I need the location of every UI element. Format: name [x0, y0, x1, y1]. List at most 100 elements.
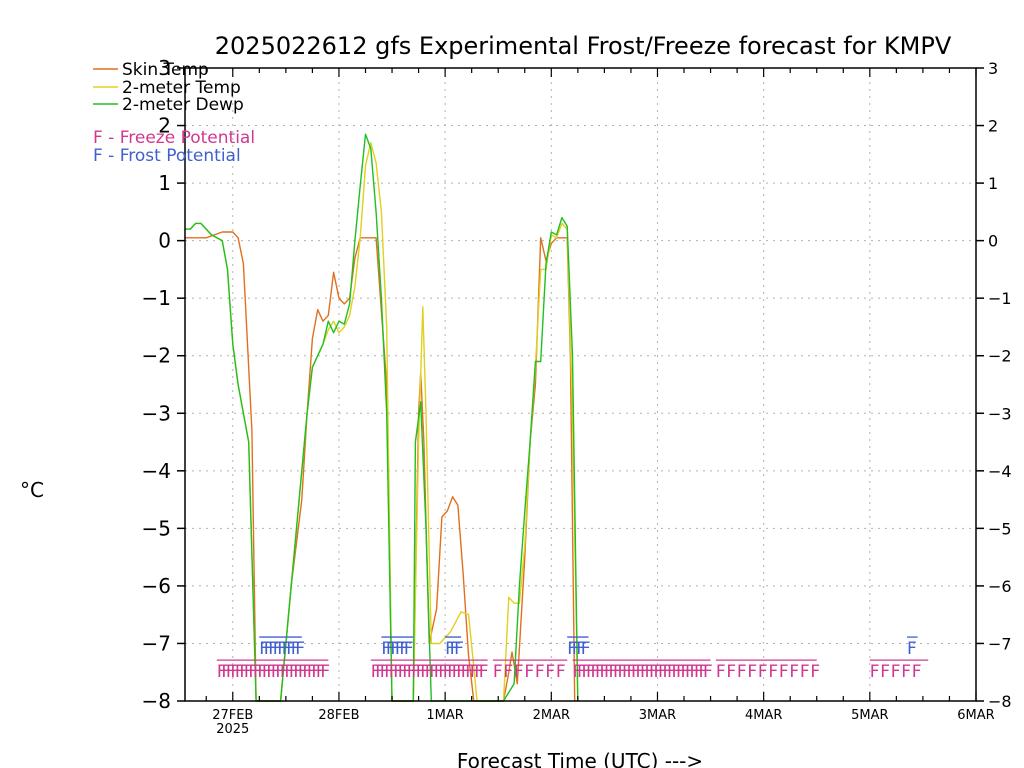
potential-marker: F	[609, 662, 619, 682]
potential-marker: F	[293, 662, 303, 682]
potential-marker: F	[273, 639, 283, 659]
potential-marker: F	[407, 662, 417, 682]
legend-label: 2-meter Temp	[122, 78, 241, 98]
potential-marker: F	[226, 662, 236, 682]
y-tick-label-right: −8	[988, 692, 1012, 711]
x-tick-label: 1MAR	[426, 708, 463, 723]
potential-marker: F	[470, 662, 480, 682]
y-tick-label-right: −3	[988, 404, 1012, 423]
potential-marker: F	[622, 662, 632, 682]
plot-frame	[184, 67, 977, 702]
x-tick-label: 2MAR	[533, 708, 570, 723]
legend-label: F - Frost Potential	[93, 146, 241, 166]
potential-marker: F	[465, 662, 475, 682]
potential-marker: F	[600, 662, 610, 682]
potential-marker: F	[311, 662, 321, 682]
y-tick-label-left: −4	[142, 459, 171, 483]
potential-marker: F	[438, 662, 448, 682]
potential-marker: F	[545, 662, 555, 682]
potential-marker: F	[266, 662, 276, 682]
potential-marker: F	[672, 662, 682, 682]
y-axis-label: °C	[20, 478, 44, 502]
series-line-2-meter-dewp	[185, 133, 579, 702]
potential-marker: F	[591, 662, 601, 682]
potential-marker: F	[658, 662, 668, 682]
potential-marker: F	[474, 662, 484, 682]
potential-marker: F	[577, 662, 587, 682]
y-tick-label-left: 3	[158, 56, 171, 80]
potential-marker: F	[450, 639, 460, 659]
potential-marker: F	[404, 639, 414, 659]
potential-marker: F	[230, 662, 240, 682]
potential-marker: F	[667, 662, 677, 682]
y-tick-label-left: −7	[142, 631, 171, 655]
potential-marker: F	[244, 662, 254, 682]
potential-marker: F	[395, 639, 405, 659]
potential-marker: F	[425, 662, 435, 682]
potential-marker: F	[416, 662, 426, 682]
potential-marker: F	[789, 662, 799, 682]
potential-marker: F	[259, 639, 269, 659]
potential-marker: F	[907, 639, 917, 659]
potential-marker: F	[737, 662, 747, 682]
series-line-2-meter-temp	[185, 142, 579, 702]
potential-marker: F	[291, 639, 301, 659]
potential-marker: F	[268, 639, 278, 659]
potential-marker: F	[390, 639, 400, 659]
potential-marker: F	[716, 662, 726, 682]
y-tick-label-right: −6	[988, 577, 1012, 596]
legend-label: Skin Temp	[122, 60, 209, 80]
y-tick-label-left: −3	[142, 401, 171, 425]
potential-marker: F	[420, 662, 430, 682]
potential-marker: F	[454, 639, 464, 659]
potential-marker: F	[479, 662, 489, 682]
y-tick-label-left: 1	[158, 171, 171, 195]
potential-marker: F	[880, 662, 890, 682]
potential-marker: F	[595, 662, 605, 682]
potential-marker: F	[381, 639, 391, 659]
potential-marker: F	[681, 662, 691, 682]
potential-marker: F	[371, 662, 381, 682]
potential-marker: F	[262, 662, 272, 682]
potential-marker: F	[663, 662, 673, 682]
potential-marker: F	[461, 662, 471, 682]
potential-marker: F	[685, 662, 695, 682]
potential-marker: F	[447, 662, 457, 682]
potential-marker: F	[284, 662, 294, 682]
potential-marker: F	[434, 662, 444, 682]
y-tick-label-left: −6	[142, 574, 171, 598]
potential-marker: F	[535, 662, 545, 682]
potential-marker: F	[264, 639, 274, 659]
potential-marker: F	[217, 662, 227, 682]
potential-marker: F	[295, 639, 305, 659]
potential-marker: F	[445, 639, 455, 659]
potential-marker: F	[389, 662, 399, 682]
potential-marker: F	[690, 662, 700, 682]
x-axis-label: Forecast Time (UTC) --->	[457, 749, 703, 768]
potential-marker: F	[694, 662, 704, 682]
potential-marker: F	[747, 662, 757, 682]
potential-marker: F	[800, 662, 810, 682]
potential-marker: F	[493, 662, 503, 682]
potential-marker: F	[613, 662, 623, 682]
potential-marker: F	[726, 662, 736, 682]
y-tick-label-left: −2	[142, 344, 171, 368]
potential-marker: F	[870, 662, 880, 682]
y-tick-label-right: −1	[988, 289, 1012, 308]
potential-marker: F	[280, 662, 290, 682]
potential-marker: F	[235, 662, 245, 682]
y-tick-label-right: 2	[988, 117, 998, 136]
potential-marker: F	[604, 662, 614, 682]
potential-marker: F	[443, 662, 453, 682]
series-line-skin-temp	[185, 231, 576, 702]
potential-marker: F	[586, 662, 596, 682]
potential-marker: F	[703, 662, 713, 682]
potential-marker: F	[573, 662, 583, 682]
potential-marker: F	[375, 662, 385, 682]
potential-marker: F	[810, 662, 820, 682]
potential-marker: F	[452, 662, 462, 682]
potential-marker: F	[277, 639, 287, 659]
potential-marker: F	[758, 662, 768, 682]
potential-marker: F	[582, 662, 592, 682]
